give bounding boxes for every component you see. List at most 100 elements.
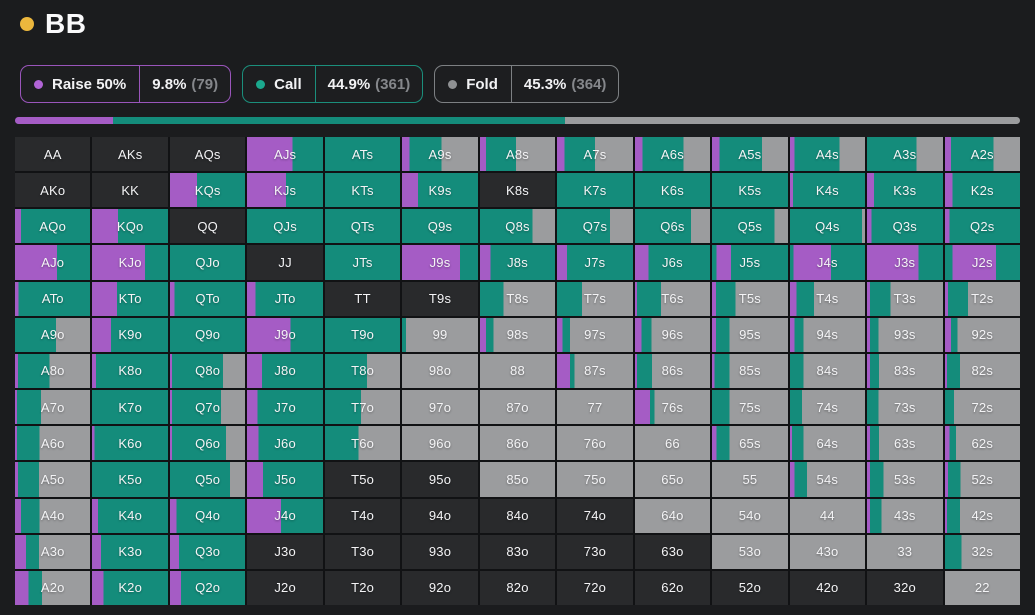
hand-cell[interactable]: J7s (557, 245, 633, 280)
hand-cell[interactable]: T5o (324, 462, 401, 497)
hand-cell[interactable]: K9o (92, 317, 168, 352)
hand-cell[interactable]: 65o (634, 462, 711, 497)
hand-cell[interactable]: 97o (402, 390, 478, 425)
hand-cell[interactable]: J2s (944, 245, 1020, 280)
hand-cell[interactable]: J3o (247, 534, 323, 569)
hand-cell[interactable]: 93s (867, 317, 943, 352)
hand-cell[interactable]: AKo (15, 173, 91, 208)
hand-cell[interactable]: T7s (557, 281, 633, 316)
hand-cell[interactable]: Q4o (169, 498, 246, 533)
hand-cell[interactable]: KJo (92, 245, 168, 280)
hand-cell[interactable]: 94s (789, 317, 866, 352)
hand-cell[interactable]: J4o (247, 498, 323, 533)
hand-cell[interactable]: AQo (15, 209, 91, 244)
hand-cell[interactable]: T9s (402, 281, 478, 316)
hand-cell[interactable]: A4o (15, 498, 91, 533)
hand-cell[interactable]: 53o (712, 534, 788, 569)
hand-cell[interactable]: K8o (92, 353, 168, 389)
hand-cell[interactable]: KJs (247, 173, 323, 208)
hand-cell[interactable]: T6o (324, 426, 401, 461)
hand-cell[interactable]: 42o (789, 570, 866, 605)
hand-cell[interactable]: 83s (867, 353, 943, 389)
hand-cell[interactable]: Q7s (557, 209, 633, 244)
hand-cell[interactable]: 82o (479, 570, 556, 605)
hand-cell[interactable]: 93o (402, 534, 478, 569)
hand-cell[interactable]: K9s (402, 173, 478, 208)
hand-cell[interactable]: 73o (557, 534, 633, 569)
hand-cell[interactable]: Q7o (169, 390, 246, 425)
hand-cell[interactable]: A6s (634, 137, 711, 172)
hand-cell[interactable]: 96s (634, 317, 711, 352)
hand-cell[interactable]: AQs (169, 137, 246, 172)
hand-cell[interactable]: A7o (15, 390, 91, 425)
hand-cell[interactable]: 44 (789, 498, 866, 533)
hand-cell[interactable]: Q6s (634, 209, 711, 244)
hand-cell[interactable]: JTo (247, 281, 323, 316)
hand-cell[interactable]: A6o (15, 426, 91, 461)
hand-cell[interactable]: J9o (247, 317, 323, 352)
hand-cell[interactable]: 74o (557, 498, 633, 533)
hand-cell[interactable]: K3o (92, 534, 168, 569)
hand-cell[interactable]: K6s (634, 173, 711, 208)
hand-cell[interactable]: A8s (479, 137, 556, 172)
hand-cell[interactable]: 74s (789, 390, 866, 425)
legend-pill-call[interactable]: Call 44.9% (361) (242, 65, 424, 103)
hand-cell[interactable]: J2o (247, 570, 323, 605)
hand-cell[interactable]: 84o (479, 498, 556, 533)
hand-cell[interactable]: K7o (92, 390, 168, 425)
hand-cell[interactable]: 63o (634, 534, 711, 569)
hand-cell[interactable]: 53s (867, 462, 943, 497)
hand-cell[interactable]: Q2o (169, 570, 246, 605)
hand-cell[interactable]: 87o (479, 390, 556, 425)
hand-cell[interactable]: 72o (557, 570, 633, 605)
hand-cell[interactable]: K2s (944, 173, 1020, 208)
hand-cell[interactable]: Q4s (789, 209, 866, 244)
hand-cell[interactable]: AKs (92, 137, 168, 172)
hand-cell[interactable]: ATo (15, 281, 91, 316)
hand-cell[interactable]: K5o (92, 462, 168, 497)
hand-cell[interactable]: 98s (479, 317, 556, 352)
hand-cell[interactable]: J8s (479, 245, 556, 280)
hand-cell[interactable]: ATs (324, 137, 401, 172)
legend-pill-raise-50-[interactable]: Raise 50% 9.8% (79) (20, 65, 232, 103)
hand-cell[interactable]: J3s (867, 245, 943, 280)
hand-cell[interactable]: J5o (247, 462, 323, 497)
hand-cell[interactable]: Q5s (712, 209, 788, 244)
hand-cell[interactable]: J5s (712, 245, 788, 280)
hand-cell[interactable]: 63s (867, 426, 943, 461)
hand-cell[interactable]: A2o (15, 570, 91, 605)
hand-cell[interactable]: J6s (634, 245, 711, 280)
hand-cell[interactable]: 86s (634, 353, 711, 389)
hand-cell[interactable]: QQ (169, 209, 246, 244)
hand-cell[interactable]: T8o (324, 353, 401, 389)
hand-cell[interactable]: A9s (402, 137, 478, 172)
hand-cell[interactable]: A2s (944, 137, 1020, 172)
hand-cell[interactable]: 96o (402, 426, 478, 461)
hand-cell[interactable]: T3o (324, 534, 401, 569)
hand-cell[interactable]: Q6o (169, 426, 246, 461)
hand-cell[interactable]: K3s (867, 173, 943, 208)
hand-cell[interactable]: KTo (92, 281, 168, 316)
hand-cell[interactable]: Q8s (479, 209, 556, 244)
hand-cell[interactable]: 66 (634, 426, 711, 461)
hand-cell[interactable]: AA (15, 137, 91, 172)
hand-cell[interactable]: A7s (557, 137, 633, 172)
hand-cell[interactable]: 43s (867, 498, 943, 533)
hand-cell[interactable]: 82s (944, 353, 1020, 389)
hand-cell[interactable]: QTs (324, 209, 401, 244)
hand-cell[interactable]: 85o (479, 462, 556, 497)
hand-cell[interactable]: 65s (712, 426, 788, 461)
hand-cell[interactable]: T2o (324, 570, 401, 605)
hand-cell[interactable]: J9s (402, 245, 478, 280)
hand-cell[interactable]: 54s (789, 462, 866, 497)
hand-cell[interactable]: TT (324, 281, 401, 316)
hand-cell[interactable]: 55 (712, 462, 788, 497)
hand-cell[interactable]: 75s (712, 390, 788, 425)
hand-cell[interactable]: A4s (789, 137, 866, 172)
hand-cell[interactable]: A9o (15, 317, 91, 352)
hand-cell[interactable]: Q3o (169, 534, 246, 569)
hand-cell[interactable]: 43o (789, 534, 866, 569)
hand-cell[interactable]: 62s (944, 426, 1020, 461)
hand-cell[interactable]: Q9s (402, 209, 478, 244)
hand-cell[interactable]: 42s (944, 498, 1020, 533)
